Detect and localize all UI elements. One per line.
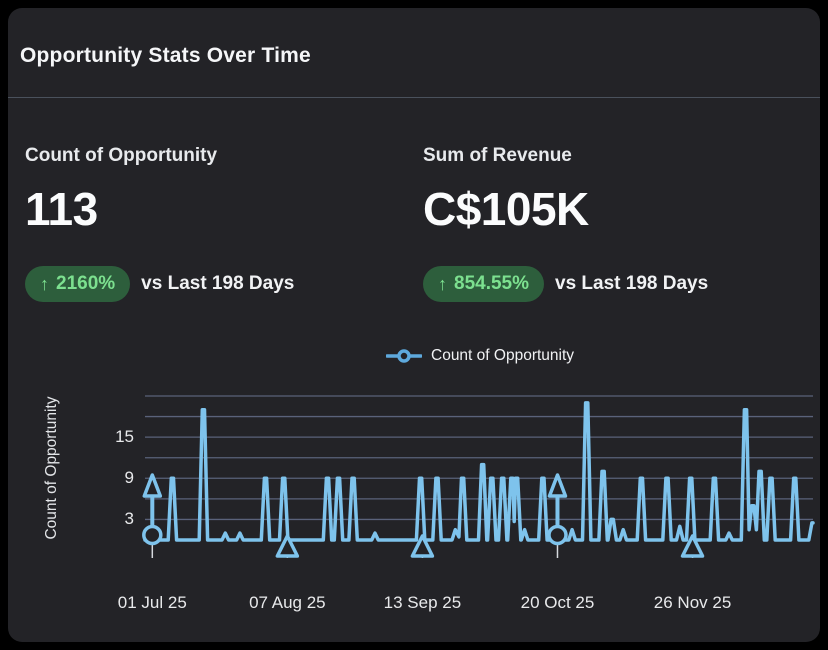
y-axis-title: Count of Opportunity — [43, 396, 60, 540]
chart-line — [143, 401, 815, 542]
kpi-value: 113 — [25, 183, 98, 235]
y-tick-label: 3 — [124, 509, 134, 529]
x-tick-label: 01 Jul 25 — [117, 593, 187, 612]
up-arrow-icon: ↑ — [438, 274, 447, 294]
y-tick-label: 9 — [124, 468, 134, 488]
kpi-sum-of-revenue: Sum of Revenue C$105K ↑ 854.55% vs Last … — [423, 144, 708, 302]
triangle-marker — [680, 534, 705, 558]
chart-canvas[interactable] — [8, 8, 820, 642]
legend-marker-icon — [386, 349, 422, 363]
comparison-text: vs Last 198 Days — [141, 273, 295, 294]
legend-label: Count of Opportunity — [431, 347, 575, 364]
triangle-marker — [410, 534, 435, 558]
circle-marker — [142, 524, 163, 546]
header-divider — [8, 97, 820, 98]
kpi-value: C$105K — [423, 183, 589, 235]
kpi-count-of-opportunity: Count of Opportunity 113 ↑ 2160% vs Last… — [25, 144, 294, 302]
delta-value: 854.55% — [454, 273, 530, 294]
comparison-text: vs Last 198 Days — [555, 273, 709, 294]
opportunity-stats-card: Opportunity Stats Over Time Count of Opp… — [8, 8, 820, 642]
up-arrow-icon: ↑ — [40, 274, 49, 294]
up-arrow-annotation-icon — [142, 473, 163, 498]
x-tick-label: 07 Aug 25 — [249, 593, 326, 612]
kpi-label: Count of Opportunity — [25, 145, 218, 166]
x-tick-label: 13 Sep 25 — [383, 593, 462, 612]
delta-value: 2160% — [56, 273, 116, 294]
delta-badge: ↑ 2160% — [25, 266, 131, 302]
legend-item-count-of-opportunity[interactable]: Count of Opportunity — [386, 344, 574, 368]
triangle-marker — [275, 534, 300, 558]
card-title: Opportunity Stats Over Time — [20, 44, 311, 67]
x-tick-label: 20 Oct 25 — [520, 593, 595, 612]
up-arrow-annotation-icon — [547, 473, 568, 498]
x-tick-label: 26 Nov 25 — [653, 593, 732, 612]
y-tick-label: 15 — [115, 427, 134, 447]
delta-badge: ↑ 854.55% — [423, 266, 545, 302]
kpi-label: Sum of Revenue — [423, 145, 572, 166]
circle-marker — [547, 524, 568, 546]
